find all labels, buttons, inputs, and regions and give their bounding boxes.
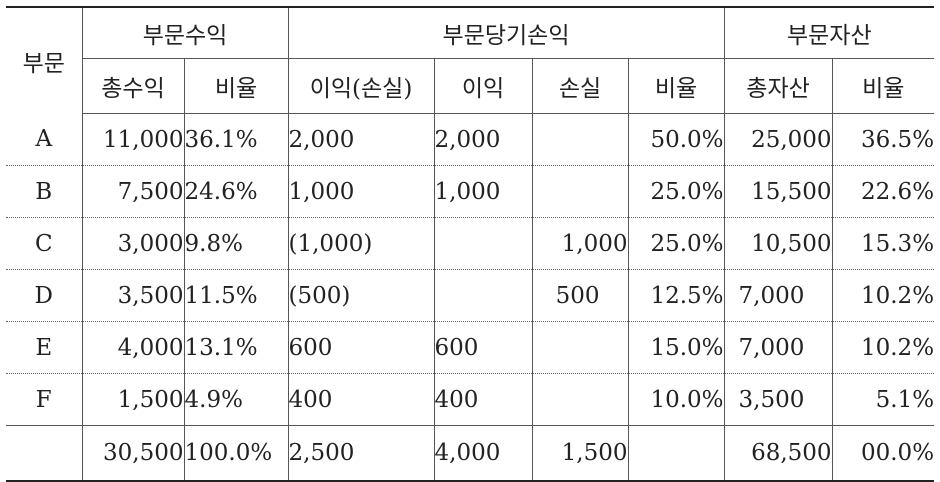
cell-profit-loss: 1,000 [287, 165, 435, 218]
header-unit: 부문 [6, 6, 83, 114]
cell-loss [531, 321, 629, 374]
cell-profit: 2,000 [433, 113, 533, 166]
table-row: F 1,500 4.9% 400 400 10.0% 3,500 5.1% [6, 373, 935, 426]
header-revenue-ratio: 비율 [183, 58, 289, 114]
total-profit-ratio [627, 425, 725, 482]
cell-profit-ratio: 50.0% [627, 113, 725, 166]
cell-unit: C [6, 217, 83, 270]
cell-revenue: 7,500 [81, 165, 185, 218]
total-revenue: 30,500 [81, 425, 185, 482]
cell-assets: 15,500 [723, 165, 833, 218]
cell-profit-ratio: 10.0% [627, 373, 725, 426]
cell-loss [531, 113, 629, 166]
cell-assets: 7,000 [723, 269, 833, 322]
cell-revenue: 11,000 [81, 113, 185, 166]
cell-loss [531, 165, 629, 218]
header-asset-ratio: 비율 [831, 58, 935, 114]
header-row-groups: 부문 부문수익 부문당기손익 부문자산 [6, 6, 935, 114]
cell-profit-ratio: 15.0% [627, 321, 725, 374]
cell-loss [531, 373, 629, 426]
header-profit-ratio: 비율 [627, 58, 725, 114]
cell-revenue: 3,500 [81, 269, 185, 322]
cell-revenue-ratio: 11.5% [183, 269, 289, 322]
cell-revenue-ratio: 4.9% [183, 373, 289, 426]
total-profit-loss: 2,500 [287, 425, 435, 482]
header-profit: 이익 [433, 58, 533, 114]
header-row-columns: 총수익 비율 이익(손실) 이익 손실 비율 총자산 비율 [6, 58, 935, 114]
cell-unit: F [6, 373, 83, 426]
total-asset-ratio: 00.0% [831, 425, 935, 482]
segment-table: 부문 부문수익 부문당기손익 부문자산 총수익 비율 이익(손실) 이익 손실 … [6, 6, 935, 482]
cell-profit: 600 [433, 321, 533, 374]
cell-asset-ratio: 5.1% [831, 373, 935, 426]
cell-revenue-ratio: 24.6% [183, 165, 289, 218]
total-assets: 68,500 [723, 425, 833, 482]
cell-revenue: 3,000 [81, 217, 185, 270]
table-row: C 3,000 9.8% (1,000) 1,000 25.0% 10,500 … [6, 217, 935, 270]
cell-revenue-ratio: 9.8% [183, 217, 289, 270]
total-unit [6, 425, 83, 482]
header-total-assets: 총자산 [723, 58, 833, 114]
cell-asset-ratio: 22.6% [831, 165, 935, 218]
table-row: D 3,500 11.5% (500) 500 12.5% 7,000 10.2… [6, 269, 935, 322]
cell-asset-ratio: 10.2% [831, 321, 935, 374]
header-total-revenue: 총수익 [82, 58, 185, 114]
cell-loss: 500 [531, 269, 629, 322]
cell-profit-loss: (500) [287, 269, 435, 322]
cell-unit: B [6, 165, 83, 218]
cell-assets: 10,500 [723, 217, 833, 270]
cell-assets: 7,000 [723, 321, 833, 374]
cell-assets: 25,000 [723, 113, 833, 166]
header-profit-group: 부문당기손익 [287, 6, 725, 59]
cell-profit-ratio: 12.5% [627, 269, 725, 322]
cell-revenue: 1,500 [81, 373, 185, 426]
table-row: E 4,000 13.1% 600 600 15.0% 7,000 10.2% [6, 321, 935, 374]
cell-profit-loss: 600 [287, 321, 435, 374]
header-asset-group: 부문자산 [723, 6, 935, 59]
cell-profit [433, 269, 533, 322]
header-revenue-group: 부문수익 [81, 6, 289, 59]
cell-asset-ratio: 10.2% [831, 269, 935, 322]
cell-asset-ratio: 15.3% [831, 217, 935, 270]
table-row: A 11,000 36.1% 2,000 2,000 50.0% 25,000 … [6, 113, 935, 166]
cell-profit: 400 [433, 373, 533, 426]
cell-profit-ratio: 25.0% [627, 165, 725, 218]
cell-profit-loss: 400 [287, 373, 435, 426]
cell-profit-loss: 2,000 [287, 113, 435, 166]
header-loss: 손실 [531, 58, 629, 114]
cell-assets: 3,500 [723, 373, 833, 426]
totals-row: 30,500 100.0% 2,500 4,000 1,500 68,500 0… [6, 425, 935, 482]
cell-profit-loss: (1,000) [287, 217, 435, 270]
total-revenue-ratio: 100.0% [183, 425, 289, 482]
table-row: B 7,500 24.6% 1,000 1,000 25.0% 15,500 2… [6, 165, 935, 218]
cell-asset-ratio: 36.5% [831, 113, 935, 166]
cell-profit [433, 217, 533, 270]
total-profit: 4,000 [433, 425, 533, 482]
cell-revenue: 4,000 [81, 321, 185, 374]
cell-revenue-ratio: 36.1% [183, 113, 289, 166]
cell-profit: 1,000 [433, 165, 533, 218]
cell-unit: A [6, 113, 83, 166]
cell-loss: 1,000 [531, 217, 629, 270]
cell-unit: E [6, 321, 83, 374]
header-profit-loss: 이익(손실) [287, 58, 435, 114]
cell-profit-ratio: 25.0% [627, 217, 725, 270]
cell-unit: D [6, 269, 83, 322]
cell-revenue-ratio: 13.1% [183, 321, 289, 374]
total-loss: 1,500 [531, 425, 629, 482]
